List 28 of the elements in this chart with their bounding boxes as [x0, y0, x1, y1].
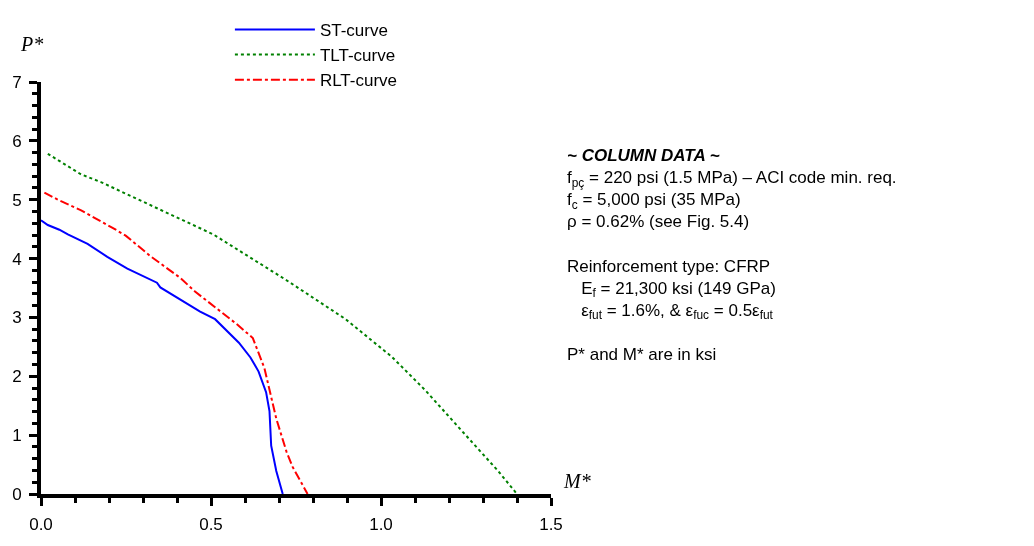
- x-tick-label: 0.5: [199, 515, 223, 535]
- text: f$_{c}$ = 5,000 psi (35 MPa): [567, 190, 741, 212]
- y-tick-label: 0: [12, 484, 22, 504]
- text: ε$_{fut}$ = 1.6%, & ε$_{fuc}$ = 0.5ε$_{fut}$: [567, 300, 774, 323]
- y-tick-label: 5: [12, 190, 22, 210]
- x-tick-label: 0.0: [29, 515, 53, 535]
- text: P* and M* are in ksi: [567, 344, 717, 364]
- y-tick-label: 2: [12, 367, 22, 387]
- legend-label: RLT-curve: [319, 71, 398, 91]
- legend-label: ST-curve: [319, 21, 388, 41]
- line-series: [41, 219, 284, 494]
- y-axis-title: P*: [20, 33, 44, 55]
- line-series: [46, 152, 518, 494]
- line-series: [43, 191, 309, 494]
- text: ~ COLUMN DATA ~: [567, 146, 720, 165]
- y-tick-label: 1: [12, 426, 22, 446]
- y-tick-label: 6: [12, 131, 22, 151]
- text: E$_{f}$ = 21,300 ksi (149 GPa): [567, 278, 776, 301]
- legend-label: TLT-curve: [319, 46, 396, 66]
- text: ρ = 0.62% (see Fig. 5.4): [567, 212, 750, 232]
- y-tick-label: 3: [12, 308, 22, 328]
- x-tick-label: 1.5: [539, 515, 563, 535]
- x-axis-title: M*: [563, 470, 591, 492]
- text: Reinforcement type: CFRP: [567, 256, 771, 276]
- y-tick-label: 7: [12, 72, 22, 92]
- text: f$_{pç}$ = 220 psi (1.5 MPa) – ACI code min. req.: [567, 168, 897, 190]
- y-tick-label: 4: [12, 249, 22, 269]
- x-tick-label: 1.0: [369, 515, 393, 535]
